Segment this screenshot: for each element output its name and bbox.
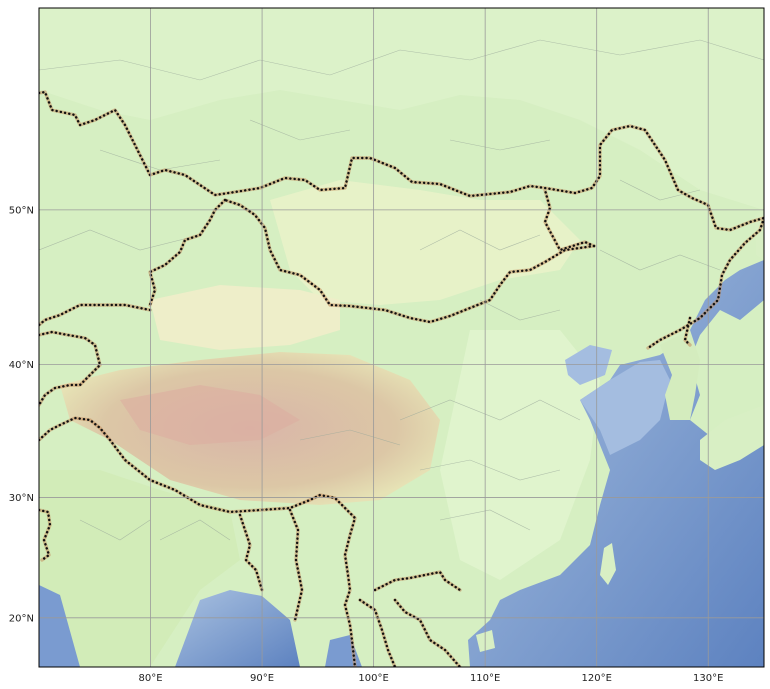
map-canvas [39, 8, 764, 667]
siberia-lowland [39, 8, 764, 210]
internal-boundaries [39, 39, 764, 541]
yellow-sea [580, 360, 670, 455]
latitude-tick-label: 30°N [9, 493, 34, 504]
tarim-basin [150, 285, 340, 350]
taiwan-island [600, 543, 616, 585]
map-frame [38, 7, 765, 668]
longitude-tick-label: 130°E [693, 673, 723, 684]
longitude-tick-label: 90°E [250, 673, 274, 684]
longitude-tick-label: 120°E [581, 673, 611, 684]
latitude-tick-label: 40°N [9, 360, 34, 371]
arabian-sea [39, 585, 80, 667]
korea-peninsula [660, 330, 700, 420]
latitude-tick-label: 50°N [9, 205, 34, 216]
latitude-tick-label: 20°N [9, 613, 34, 624]
country-borders [39, 90, 764, 667]
plateau-highlights [120, 385, 300, 445]
graticule [39, 8, 764, 667]
longitude-tick-label: 80°E [139, 673, 163, 684]
japan-islands [700, 405, 764, 470]
longitude-tick-label: 110°E [470, 673, 500, 684]
bohai-sea [565, 345, 612, 385]
tick-labels: 80°E 90°E 100°E 110°E 120°E 130°E 20°N 30°N 40°N… [9, 205, 724, 684]
gobi-steppe [270, 180, 580, 305]
east-china-plain [440, 330, 600, 580]
bay-of-bengal [175, 590, 300, 667]
longitude-tick-label: 100°E [358, 673, 388, 684]
